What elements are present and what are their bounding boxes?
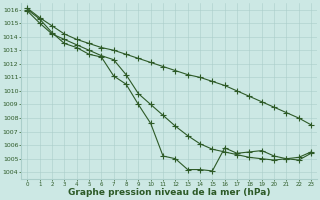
X-axis label: Graphe pression niveau de la mer (hPa): Graphe pression niveau de la mer (hPa) bbox=[68, 188, 270, 197]
